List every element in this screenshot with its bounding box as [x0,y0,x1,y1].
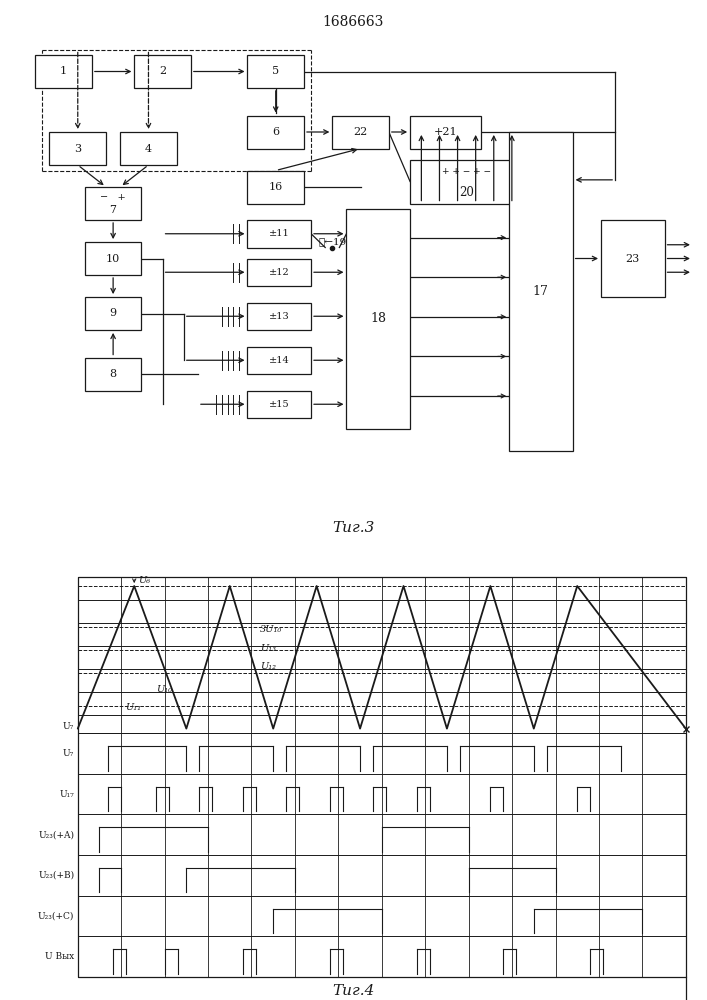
Text: 20: 20 [459,186,474,199]
Text: 5: 5 [272,66,279,77]
Bar [247,390,311,418]
Text: 23: 23 [626,253,640,263]
Bar [601,220,665,297]
Text: U₁₃: U₁₃ [260,644,276,653]
Text: + + − + −: + + − + − [442,167,491,176]
Text: U₆: U₆ [138,576,150,585]
Text: ±12: ±12 [269,268,290,277]
Text: ±13: ±13 [269,312,290,321]
Bar [134,55,191,88]
Bar [410,115,481,148]
Text: 17: 17 [533,285,549,298]
Bar [332,115,389,148]
Bar [247,55,304,88]
Text: 22: 22 [354,127,368,137]
Text: Τиг.4: Τиг.4 [332,984,375,998]
Bar [247,220,311,247]
Text: ±11: ±11 [269,229,290,238]
Bar [85,297,141,330]
Text: −   +: − + [100,194,126,202]
Text: +21: +21 [433,127,457,137]
Text: U₇: U₇ [63,749,74,758]
Text: 16: 16 [269,182,283,192]
Bar [49,132,106,165]
Text: U₇: U₇ [63,722,74,731]
Bar [120,132,177,165]
Text: U₁₁: U₁₁ [126,703,141,712]
Text: 1686663: 1686663 [323,15,384,29]
Bar [247,170,304,204]
Text: U Вых: U Вых [45,952,74,961]
Text: 6: 6 [272,127,279,137]
Text: 18: 18 [370,312,386,326]
Bar [346,209,410,429]
Text: 9: 9 [110,308,117,318]
Text: 3U₁₀: 3U₁₀ [260,625,282,634]
Text: Τиг.3: Τиг.3 [332,521,375,535]
Bar [247,115,304,148]
Bar [35,55,92,88]
Text: U₁₀: U₁₀ [156,685,172,694]
Text: ✂←19: ✂←19 [318,237,346,246]
Text: 2: 2 [159,66,166,77]
Bar [247,258,311,286]
Text: U₂₃(+B): U₂₃(+B) [38,871,74,880]
Text: U₂₃(+C): U₂₃(+C) [38,912,74,921]
Text: U₁₂: U₁₂ [260,662,276,671]
Text: 3: 3 [74,143,81,153]
Bar [509,132,573,451]
Bar [85,242,141,275]
Bar [247,302,311,330]
Text: U₂₃(+A): U₂₃(+A) [38,830,74,839]
Bar [78,577,686,977]
Bar [410,159,523,204]
Bar [85,358,141,390]
Text: 7: 7 [110,205,117,215]
Text: 10: 10 [106,253,120,263]
Text: ±14: ±14 [269,356,290,365]
Text: U₁₇: U₁₇ [59,790,74,799]
Bar [85,187,141,220]
Text: 1: 1 [60,66,67,77]
Bar [247,347,311,374]
Text: ±15: ±15 [269,400,290,409]
Text: 4: 4 [145,143,152,153]
Text: 8: 8 [110,369,117,379]
